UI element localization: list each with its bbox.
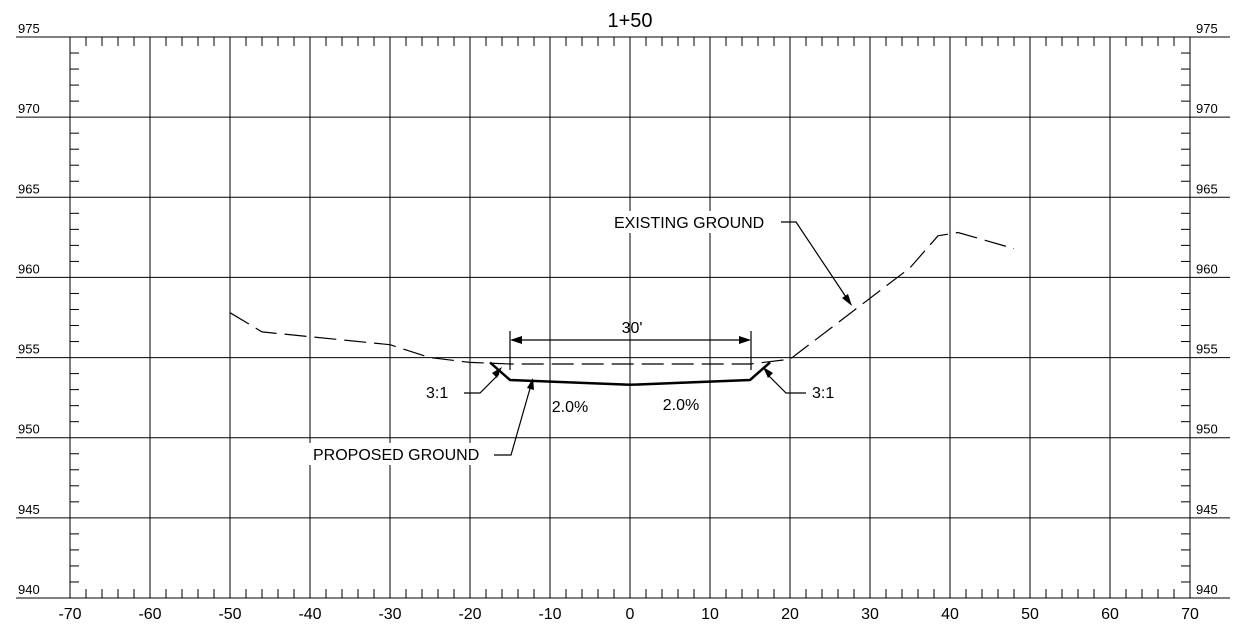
- slope-left-callout: 3:1: [426, 367, 502, 402]
- x-tick-label: -60: [138, 606, 161, 623]
- grade-right-label: 2.0%: [663, 397, 699, 414]
- y-tick-label-right: 955: [1196, 342, 1218, 357]
- x-tick-label: -50: [218, 606, 241, 623]
- minor-ticks: [70, 37, 1190, 598]
- y-tick-label-left: 965: [18, 181, 40, 196]
- y-tick-label-right: 950: [1196, 422, 1218, 437]
- x-tick-label: 60: [1101, 606, 1119, 623]
- x-tick-label: 30: [861, 606, 879, 623]
- existing-ground-callout: EXISTING GROUND: [608, 211, 852, 306]
- x-tick-label: 50: [1021, 606, 1039, 623]
- axis-labels: -70 -60 -50 -40 -30 -20 -10 0 10 20 30 40 50 60 70 940 9…: [18, 21, 1218, 623]
- x-tick-label: -70: [58, 606, 81, 623]
- y-tick-label-left: 960: [18, 261, 40, 276]
- y-tick-label-left: 940: [18, 582, 40, 597]
- y-tick-label-right: 940: [1196, 582, 1218, 597]
- width-dimension: 30': [509, 320, 752, 370]
- x-tick-label: -30: [378, 606, 401, 623]
- proposed-ground-line: [489, 361, 771, 387]
- grid: [16, 36, 1230, 599]
- x-tick-label: -40: [298, 606, 321, 623]
- width-label: 30': [622, 320, 643, 337]
- x-tick-label: 10: [701, 606, 719, 623]
- x-tick-label: -20: [458, 606, 481, 623]
- slope-left-label: 3:1: [426, 385, 448, 402]
- y-tick-label-left: 975: [18, 21, 40, 36]
- y-tick-label-left: 970: [18, 101, 40, 116]
- y-tick-label-right: 945: [1196, 502, 1218, 517]
- y-tick-label-right: 970: [1196, 101, 1218, 116]
- existing-ground-line: [229, 231, 1015, 365]
- x-tick-label: 40: [941, 606, 959, 623]
- drawing-title: 1+50: [607, 10, 652, 32]
- existing-ground-label: EXISTING GROUND: [614, 215, 764, 232]
- y-tick-label-right: 960: [1196, 261, 1218, 276]
- y-tick-label-left: 955: [18, 342, 40, 357]
- x-tick-label: 0: [626, 606, 635, 623]
- y-tick-label-left: 950: [18, 422, 40, 437]
- grade-left-label: 2.0%: [552, 399, 588, 416]
- proposed-ground-label: PROPOSED GROUND: [313, 447, 479, 464]
- x-tick-label: 70: [1181, 606, 1199, 623]
- y-tick-label-right: 975: [1196, 21, 1218, 36]
- proposed-ground-callout: PROPOSED GROUND: [307, 378, 534, 465]
- slope-right-label: 3:1: [812, 385, 834, 402]
- x-tick-label: -10: [538, 606, 561, 623]
- y-tick-label-left: 945: [18, 502, 40, 517]
- y-tick-label-right: 965: [1196, 181, 1218, 196]
- slope-right-callout: 3:1: [763, 367, 834, 402]
- x-tick-label: 20: [781, 606, 799, 623]
